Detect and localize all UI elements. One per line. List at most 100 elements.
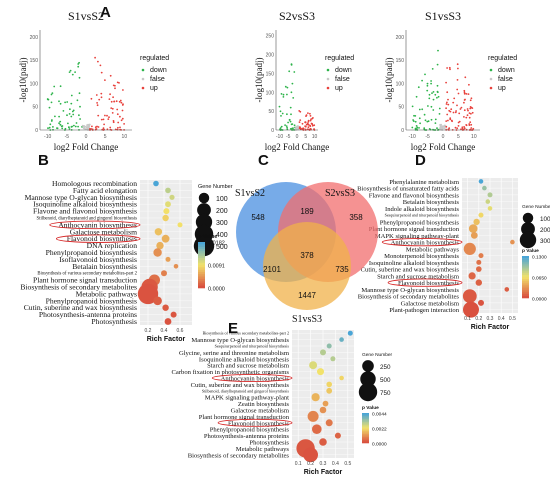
volcano-point-false xyxy=(440,126,442,129)
volcano-point-up xyxy=(470,127,473,129)
term-bubble xyxy=(170,311,177,318)
term-bubble xyxy=(478,212,484,218)
volcano-point-up xyxy=(301,122,304,125)
volcano-point-down xyxy=(426,89,429,92)
volcano-point-down xyxy=(293,124,296,127)
term-bubble xyxy=(504,287,510,292)
color-legend-band xyxy=(198,260,205,263)
volcano-point-down xyxy=(282,93,285,96)
legend-marker xyxy=(326,68,330,72)
color-legend-band xyxy=(198,262,205,266)
color-legend-band xyxy=(198,281,205,284)
term-label: Photosynthesis-antenna proteins xyxy=(204,433,290,440)
volcano-point-down xyxy=(288,70,291,73)
term-label: Plant hormone signal transduction xyxy=(33,276,137,285)
volcano-point-up xyxy=(457,92,460,95)
volcano-point-up xyxy=(466,114,469,117)
volcano-point-up xyxy=(468,83,470,86)
y-tick-label: 150 xyxy=(266,71,275,77)
y-tick-label: 50 xyxy=(398,105,404,111)
term-label: Plant hormone signal transduction xyxy=(199,414,290,421)
volcano-point-down xyxy=(418,127,420,129)
volcano-point-down xyxy=(418,108,421,111)
volcano-point-down xyxy=(47,127,49,130)
term-bubble xyxy=(487,206,493,211)
volcano-point-up xyxy=(97,114,100,117)
color-legend-band xyxy=(198,267,205,270)
volcano-point-up xyxy=(459,108,462,110)
volcano-point-down xyxy=(416,127,418,130)
volcano-point-down xyxy=(289,120,292,123)
color-legend-band xyxy=(522,264,529,267)
volcano-point-up xyxy=(307,123,310,126)
term-bubble xyxy=(478,253,484,259)
legend-entry: down xyxy=(498,67,515,74)
legend-marker xyxy=(489,86,493,90)
volcano-point-up xyxy=(110,100,113,103)
term-bubble xyxy=(177,222,183,228)
volcano-point-down xyxy=(49,123,52,126)
term-bubble xyxy=(347,330,353,336)
volcano-point-up xyxy=(108,98,111,100)
size-legend-title: Gene Number xyxy=(522,204,550,210)
volcano-point-up xyxy=(446,91,449,94)
y-axis-label: -log10(padj) xyxy=(18,58,28,103)
volcano-point-down xyxy=(426,84,429,87)
volcano-point-false xyxy=(297,126,300,128)
term-bubble xyxy=(162,214,169,222)
color-legend-label: 0.0022 xyxy=(372,427,387,433)
volcano-point-up xyxy=(306,122,309,125)
volcano-point-down xyxy=(77,125,79,128)
enrichment-plot-e: Biosynthesis of various secondary metabo… xyxy=(172,330,393,476)
term-bubble xyxy=(162,304,169,311)
volcano-point-down xyxy=(414,115,417,117)
volcano-point-down xyxy=(280,93,283,95)
volcano-point-down xyxy=(290,63,293,65)
x-axis-label: Rich Factor xyxy=(471,324,510,331)
volcano-point-up xyxy=(111,112,114,114)
volcano-point-down xyxy=(60,125,63,128)
term-bubble xyxy=(320,349,326,356)
size-legend-marker xyxy=(519,231,537,249)
y-axis-label: -log10(padj) xyxy=(254,58,264,103)
x-tick-label: 0.2 xyxy=(307,461,314,467)
volcano-point-down xyxy=(50,101,53,104)
volcano-point-down xyxy=(79,118,81,120)
volcano-point-down xyxy=(285,125,288,127)
volcano-point-down xyxy=(427,105,429,107)
y-tick-label: 200 xyxy=(30,35,39,41)
highlight-ellipse xyxy=(211,374,293,382)
volcano-point-down xyxy=(293,71,296,73)
term-bubble xyxy=(309,361,318,370)
term-label: Photosynthesis xyxy=(249,440,289,447)
volcano-point-down xyxy=(72,113,75,116)
volcano-point-down xyxy=(417,86,420,89)
color-legend-band xyxy=(362,441,369,444)
volcano-point-up xyxy=(94,56,96,59)
term-label: Fatty acid elongation xyxy=(73,186,137,195)
legend-marker xyxy=(326,86,330,90)
volcano-point-down xyxy=(432,98,435,101)
volcano-point-up xyxy=(307,112,309,114)
term-bubble xyxy=(161,234,170,243)
size-legend-marker xyxy=(522,212,534,224)
term-bubble xyxy=(307,410,319,422)
volcano-point-down xyxy=(436,127,438,130)
color-legend-label: 0.0182 xyxy=(208,241,225,247)
legend-entry: up xyxy=(150,85,158,92)
x-tick-label: 10 xyxy=(122,134,128,140)
x-tick-label: 0.5 xyxy=(344,461,351,467)
term-label: Isoquinoline alkaloid biosynthesis xyxy=(199,356,290,363)
color-legend-band xyxy=(198,271,205,275)
size-legend-label: 250 xyxy=(380,364,391,371)
color-legend-title: p Value xyxy=(198,234,217,240)
volcano-point-up xyxy=(94,126,97,129)
volcano-point-up xyxy=(119,115,121,118)
volcano-point-down xyxy=(411,105,414,108)
term-bubble xyxy=(476,259,482,265)
volcano-point-up xyxy=(456,79,459,81)
size-legend-marker xyxy=(198,192,210,204)
term-label: MAPK signaling pathway-plant xyxy=(205,395,289,402)
legend-entry: false xyxy=(498,76,513,83)
